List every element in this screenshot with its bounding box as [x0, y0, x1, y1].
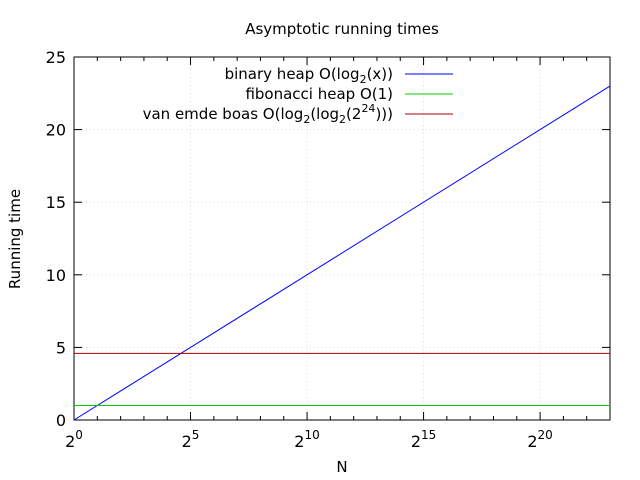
x-tick-label: 220 — [527, 428, 552, 451]
x-tick-label: 25 — [182, 428, 200, 451]
legend-text-part: ))) — [375, 105, 393, 123]
y-axis-label: Running time — [6, 189, 24, 289]
x-tick-base: 2 — [411, 432, 421, 451]
series-lines — [73, 85, 611, 421]
x-tick-label: 210 — [294, 428, 319, 451]
legend-entry-2: van emde boas O(log2(log2(224))) — [143, 102, 393, 126]
legend-text-part: 2 — [339, 113, 346, 126]
x-tick-base: 2 — [527, 432, 537, 451]
y-tick-label: 5 — [56, 338, 66, 357]
x-tick-label: 20 — [65, 428, 83, 451]
grid — [74, 57, 610, 420]
x-tick-base: 2 — [294, 432, 304, 451]
plot-frame — [73, 56, 611, 421]
legend-text-part: fibonacci heap O(1) — [245, 85, 393, 103]
legend-text-part: (2 — [346, 105, 361, 123]
legend-text-part: 2 — [303, 113, 310, 126]
series-line-0 — [73, 85, 611, 421]
x-tick-base: 2 — [65, 432, 75, 451]
x-tick-base: 2 — [182, 432, 192, 451]
y-tick-label: 25 — [46, 48, 66, 67]
legend: binary heap O(log2(x))fibonacci heap O(1… — [143, 65, 453, 126]
x-tick-exponent: 15 — [421, 428, 436, 442]
legend-text-part: 24 — [361, 102, 375, 115]
chart-title: Asymptotic running times — [245, 20, 439, 38]
y-tick-label: 15 — [46, 193, 66, 212]
legend-entry-1: fibonacci heap O(1) — [245, 85, 393, 103]
legend-text-part: binary heap O(log — [225, 65, 360, 83]
legend-text-part: 2 — [360, 73, 367, 86]
y-tick-label: 0 — [56, 411, 66, 430]
legend-text-part: van emde boas O(log — [143, 105, 304, 123]
x-tick-label: 215 — [411, 428, 436, 451]
x-tick-exponent: 5 — [192, 428, 200, 442]
x-tick-exponent: 10 — [304, 428, 319, 442]
y-tick-label: 20 — [46, 121, 66, 140]
legend-text-part: (x)) — [367, 65, 393, 83]
legend-entry-0: binary heap O(log2(x)) — [225, 65, 393, 86]
x-axis-label: N — [336, 458, 347, 476]
x-tick-exponent: 0 — [75, 428, 83, 442]
x-tick-exponent: 20 — [538, 428, 553, 442]
y-tick-label: 10 — [46, 266, 66, 285]
legend-text-part: (log — [310, 105, 339, 123]
